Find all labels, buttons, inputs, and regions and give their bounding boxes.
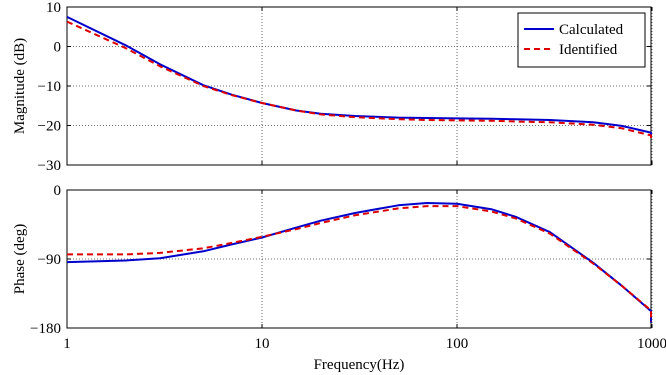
- magnitude-y-tick-label: −30: [38, 158, 61, 174]
- legend-box: [517, 12, 646, 68]
- magnitude-y-tick-label: −10: [38, 79, 61, 95]
- magnitude-y-axis-label: Magnitude (dB): [12, 38, 28, 134]
- magnitude-y-tick-label: −20: [38, 119, 61, 135]
- phase-y-tick-label: 0: [54, 183, 62, 199]
- phase-x-tick-label: 1: [63, 336, 71, 352]
- phase-x-tick-label: 10: [255, 336, 270, 352]
- magnitude-y-tick-label: 10: [46, 0, 61, 16]
- phase-y-tick-label: −180: [30, 321, 61, 337]
- legend-label-calculated: Calculated: [559, 22, 624, 38]
- magnitude-series-identified: [66, 20, 652, 141]
- phase-series-identified: [67, 205, 652, 322]
- phase-x-tick-label: 1000: [637, 336, 666, 352]
- phase-x-axis-label: Frequency(Hz): [314, 357, 405, 373]
- phase-y-axis-label: Phase (deg): [12, 224, 28, 294]
- phase-x-tick-label: 100: [446, 336, 469, 352]
- phase-y-tick-label: −90: [38, 252, 61, 268]
- legend-label-identified: Identified: [559, 42, 618, 58]
- magnitude-y-tick-label: 0: [54, 40, 62, 56]
